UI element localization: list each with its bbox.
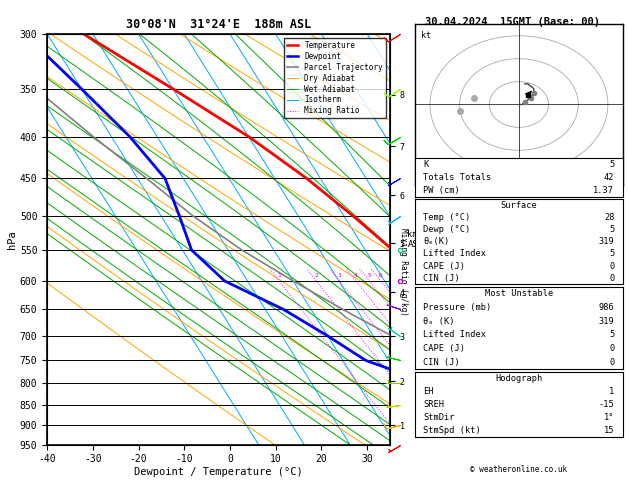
Text: Hodograph: Hodograph <box>495 374 543 383</box>
Text: 15: 15 <box>604 426 615 435</box>
Text: 0: 0 <box>609 261 615 271</box>
Text: Surface: Surface <box>501 201 537 210</box>
Text: CAPE (J): CAPE (J) <box>423 261 465 271</box>
Text: -15: -15 <box>599 400 615 409</box>
Y-axis label: hPa: hPa <box>7 230 17 249</box>
Text: θₑ(K): θₑ(K) <box>423 237 450 246</box>
Text: CIN (J): CIN (J) <box>423 358 460 367</box>
Text: 1: 1 <box>609 387 615 396</box>
Text: CIN (J): CIN (J) <box>423 274 460 283</box>
Title: 30°08'N  31°24'E  188m ASL: 30°08'N 31°24'E 188m ASL <box>126 18 311 32</box>
Text: 986: 986 <box>599 303 615 312</box>
Text: Totals Totals: Totals Totals <box>423 173 492 182</box>
Text: LCL: LCL <box>416 333 427 338</box>
Text: 30.04.2024  15GMT (Base: 00): 30.04.2024 15GMT (Base: 00) <box>425 17 600 27</box>
Text: 319: 319 <box>599 317 615 326</box>
Text: Pressure (mb): Pressure (mb) <box>423 303 492 312</box>
Text: 5: 5 <box>367 273 371 278</box>
X-axis label: Dewpoint / Temperature (°C): Dewpoint / Temperature (°C) <box>134 467 303 477</box>
Text: 0: 0 <box>609 344 615 353</box>
Text: 319: 319 <box>599 237 615 246</box>
Text: PW (cm): PW (cm) <box>423 186 460 195</box>
Text: Mixing Ratio (g/kg): Mixing Ratio (g/kg) <box>399 228 408 316</box>
Text: 1.37: 1.37 <box>593 186 615 195</box>
Text: SREH: SREH <box>423 400 445 409</box>
Text: 5: 5 <box>609 330 615 339</box>
Text: 1°: 1° <box>604 413 615 422</box>
Text: Dewp (°C): Dewp (°C) <box>423 225 470 234</box>
Text: 28: 28 <box>604 213 615 222</box>
Text: StmSpd (kt): StmSpd (kt) <box>423 426 481 435</box>
Text: © weatheronline.co.uk: © weatheronline.co.uk <box>470 465 567 474</box>
Text: StmDir: StmDir <box>423 413 455 422</box>
Text: θₑ (K): θₑ (K) <box>423 317 455 326</box>
Text: K: K <box>423 160 429 169</box>
Text: 3: 3 <box>337 273 341 278</box>
Legend: Temperature, Dewpoint, Parcel Trajectory, Dry Adiabat, Wet Adiabat, Isotherm, Mi: Temperature, Dewpoint, Parcel Trajectory… <box>284 38 386 119</box>
Text: 0: 0 <box>609 358 615 367</box>
Text: EH: EH <box>423 387 434 396</box>
Text: 6: 6 <box>379 273 382 278</box>
Text: CAPE (J): CAPE (J) <box>423 344 465 353</box>
Text: Lifted Index: Lifted Index <box>423 249 486 259</box>
Text: 5: 5 <box>609 249 615 259</box>
Text: kt: kt <box>421 31 431 40</box>
Y-axis label: km
ASL: km ASL <box>408 230 423 249</box>
Text: 42: 42 <box>604 173 615 182</box>
Text: 2: 2 <box>314 273 318 278</box>
Text: 5: 5 <box>609 225 615 234</box>
Text: 0: 0 <box>609 274 615 283</box>
Text: Lifted Index: Lifted Index <box>423 330 486 339</box>
Text: Most Unstable: Most Unstable <box>485 289 553 298</box>
Text: 1: 1 <box>277 273 281 278</box>
Text: 5: 5 <box>609 160 615 169</box>
Text: 4: 4 <box>354 273 358 278</box>
Text: Temp (°C): Temp (°C) <box>423 213 470 222</box>
